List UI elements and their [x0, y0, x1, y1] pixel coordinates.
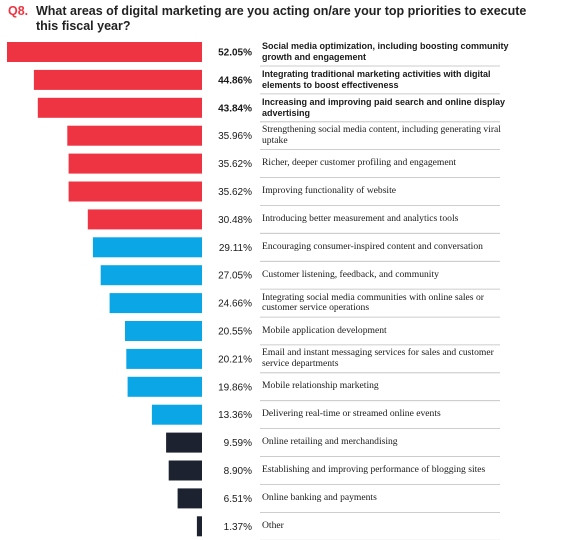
category-label-5: Richer, deeper customer profiling and en…	[262, 151, 510, 177]
category-label-8: Encouraging consumer-inspired content an…	[262, 234, 510, 260]
category-label-15: Online retailing and merchandising	[262, 430, 510, 456]
category-label-3: Increasing and improving paid search and…	[262, 95, 510, 121]
value-label-3: 43.84%	[218, 103, 252, 114]
value-label-10: 24.66%	[218, 299, 252, 310]
category-label-text: Mobile relationship marketing	[262, 380, 379, 392]
category-label-18: Other	[262, 513, 510, 539]
category-label-4: Strengthening social media content, incl…	[262, 123, 510, 149]
bar-18	[196, 516, 202, 537]
value-label-15: 9.59%	[224, 438, 252, 449]
value-label-5: 35.62%	[218, 159, 252, 170]
category-label-text: Improving functionality of website	[262, 185, 397, 197]
category-label-text: Mobile application development	[262, 324, 387, 336]
category-label-text: Increasing and improving paid search and…	[262, 97, 506, 118]
bar-3	[37, 97, 202, 118]
bar-8	[92, 237, 202, 258]
category-label-9: Customer listening, feedback, and commun…	[262, 262, 510, 288]
category-label-text: Richer, deeper customer profiling and en…	[262, 157, 457, 169]
category-label-text: Customer listening, feedback, and commun…	[262, 268, 439, 280]
category-label-6: Improving functionality of website	[262, 179, 510, 205]
bar-2	[33, 69, 203, 90]
value-label-11: 20.55%	[218, 327, 252, 338]
value-label-1: 52.05%	[218, 48, 252, 59]
value-label-17: 6.51%	[224, 494, 252, 505]
bar-1	[7, 42, 202, 62]
category-label-text: Delivering real-time or streamed online …	[262, 408, 441, 420]
category-label-7: Introducing better measurement and analy…	[262, 206, 510, 232]
category-label-text: Establishing and improving performance o…	[262, 464, 486, 476]
bar-15	[166, 432, 202, 453]
question-text: What areas of digital marketing are you …	[36, 4, 527, 33]
value-label-16: 8.90%	[224, 466, 252, 477]
bar-12	[126, 348, 202, 369]
bar-6	[68, 181, 202, 202]
category-label-text: Social media optimization, including boo…	[262, 41, 509, 62]
category-label-17: Online banking and payments	[262, 485, 510, 511]
category-label-10: Integrating social media communities wit…	[262, 290, 510, 316]
category-label-text: Encouraging consumer-inspired content an…	[262, 240, 483, 252]
bar-13	[127, 376, 202, 397]
bar-10	[109, 293, 202, 314]
value-label-6: 35.62%	[218, 187, 252, 198]
category-label-11: Mobile application development	[262, 318, 510, 344]
category-label-text: Online banking and payments	[262, 492, 377, 504]
category-label-text: Integrating social media communities wit…	[262, 291, 484, 314]
value-label-7: 30.48%	[218, 215, 252, 226]
value-label-18: 1.37%	[224, 522, 252, 533]
value-label-13: 19.86%	[218, 382, 252, 393]
category-label-text: Strengthening social media content, incl…	[262, 124, 501, 146]
category-label-text: Other	[262, 519, 284, 531]
value-label-2: 44.86%	[218, 75, 252, 86]
bar-16	[168, 460, 202, 481]
bar-17	[177, 488, 202, 509]
value-label-8: 29.11%	[219, 243, 252, 254]
value-label-9: 27.05%	[218, 271, 252, 282]
category-label-14: Delivering real-time or streamed online …	[262, 402, 510, 428]
category-label-2: Integrating traditional marketing activi…	[262, 67, 510, 93]
category-label-text: Integrating traditional marketing activi…	[262, 69, 491, 90]
bar-11	[125, 321, 202, 341]
bar-5	[68, 153, 202, 174]
category-label-text: Online retailing and merchandising	[262, 436, 398, 448]
category-label-16: Establishing and improving performance o…	[262, 458, 510, 484]
bar-9	[100, 265, 202, 286]
category-label-12: Email and instant messaging services for…	[262, 346, 510, 372]
question-number: Q8.	[8, 4, 29, 18]
bar-7	[87, 209, 202, 230]
category-label-13: Mobile relationship marketing	[262, 374, 510, 400]
category-label-text: Introducing better measurement and analy…	[262, 213, 459, 225]
value-label-14: 13.36%	[218, 410, 252, 421]
value-label-12: 20.21%	[218, 354, 252, 365]
value-label-4: 35.96%	[218, 131, 252, 142]
bar-4	[67, 125, 202, 146]
category-label-text: Email and instant messaging services for…	[262, 347, 494, 369]
bar-14	[151, 404, 202, 425]
category-label-1: Social media optimization, including boo…	[262, 39, 510, 65]
